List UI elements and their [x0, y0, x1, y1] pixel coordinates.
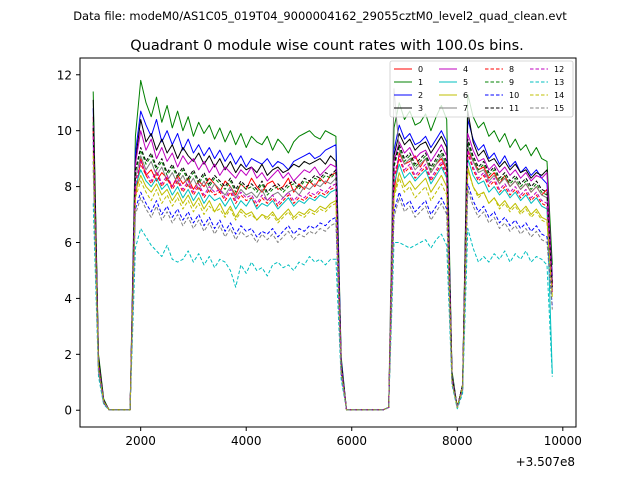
legend-label-2: 2 [418, 91, 423, 100]
chart-title: Quadrant 0 module wise count rates with … [130, 38, 524, 54]
series-line-14 [92, 155, 553, 411]
series-line-11 [92, 127, 553, 411]
legend-label-15: 15 [554, 104, 564, 113]
legend-label-11: 11 [509, 104, 519, 113]
series-line-4 [92, 125, 553, 411]
plot-lines [92, 79, 553, 411]
y-tick-label: 8 [64, 180, 72, 194]
x-tick-label: 4000 [231, 434, 262, 448]
series-line-3 [92, 99, 553, 411]
legend-label-14: 14 [554, 91, 564, 100]
x-tick-label: 6000 [336, 434, 367, 448]
x-tick-label: 2000 [125, 434, 156, 448]
series-line-1 [92, 79, 553, 411]
legend-label-8: 8 [509, 65, 514, 74]
series-line-0 [92, 116, 553, 411]
legend-label-1: 1 [418, 78, 423, 87]
legend-label-10: 10 [509, 91, 519, 100]
legend-label-9: 9 [509, 78, 514, 87]
x-tick-label: 10000 [544, 434, 582, 448]
y-tick-label: 0 [64, 404, 72, 418]
legend-label-6: 6 [463, 91, 468, 100]
series-line-6 [92, 150, 553, 411]
y-tick-label: 2 [64, 348, 72, 362]
y-tick-label: 12 [57, 68, 72, 82]
y-tick-label: 10 [57, 124, 72, 138]
legend-label-5: 5 [463, 78, 468, 87]
legend-box [389, 60, 574, 118]
series-line-2 [92, 108, 553, 411]
legend-label-7: 7 [463, 104, 468, 113]
legend-label-3: 3 [418, 104, 423, 113]
y-tick-label: 6 [64, 236, 72, 250]
series-line-8 [92, 130, 553, 411]
series-line-12 [92, 136, 553, 411]
x-axis: 2000 4000 6000 8000 10000 [125, 427, 582, 448]
series-line-7 [92, 88, 553, 411]
y-tick-label: 4 [64, 292, 72, 306]
data-file-label: Data file: modeM0/AS1C05_019T04_90000041… [73, 9, 567, 23]
legend-label-4: 4 [463, 65, 468, 74]
y-axis: 0 2 4 6 8 10 12 [57, 68, 80, 418]
x-tick-label: 8000 [442, 434, 473, 448]
x-offset-label: +3.507e8 [516, 455, 575, 469]
legend-label-12: 12 [554, 65, 564, 74]
legend-label-13: 13 [554, 78, 564, 87]
legend-label-0: 0 [418, 65, 423, 74]
series-line-9 [92, 122, 553, 411]
series-line-10 [92, 161, 553, 411]
series-line-5 [92, 141, 553, 411]
series-line-15 [92, 169, 553, 411]
series-line-13 [92, 203, 553, 411]
